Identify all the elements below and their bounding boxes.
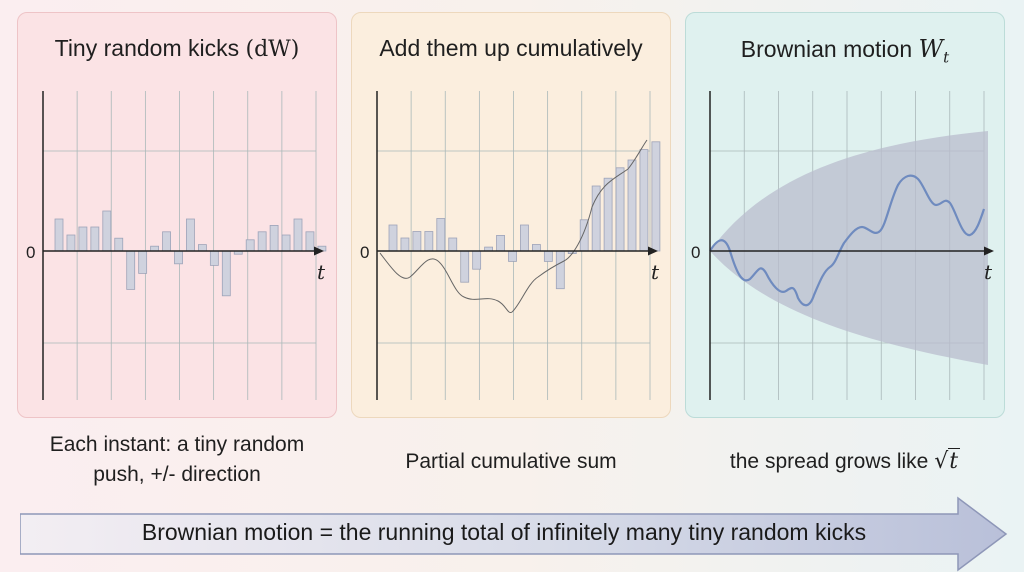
bar — [412, 231, 422, 252]
bar — [460, 250, 470, 283]
bar — [651, 141, 661, 252]
bar — [257, 231, 267, 252]
bar — [138, 250, 148, 274]
title-math: W — [918, 35, 944, 63]
bar — [305, 231, 315, 252]
caption-line: Each instant: a tiny random — [49, 433, 305, 456]
bar — [531, 244, 541, 252]
panel-title: Tiny random kicks (dW) — [18, 35, 336, 62]
x-axis-arrow — [314, 246, 324, 256]
bar — [472, 250, 482, 270]
bar — [508, 250, 517, 262]
bar — [102, 210, 112, 252]
zero-label: 0 — [691, 243, 700, 262]
caption-line: push, +/- direction — [93, 463, 261, 486]
bar — [221, 250, 231, 297]
x-axis-arrow — [648, 246, 658, 256]
panel-title: Add them up cumulatively — [379, 35, 643, 61]
bar — [520, 224, 529, 252]
title-text: Tiny random kicks — [54, 35, 240, 61]
kicks-chart: 0 t — [26, 91, 327, 400]
cumulative-chart: 0 t — [360, 91, 661, 400]
bar — [186, 218, 195, 252]
panel-cumulative-sum: Add them up cumulatively 0 t — [351, 12, 671, 418]
caption-text: the spread grows like — [729, 450, 929, 473]
bar — [615, 167, 625, 252]
cumulative-bars — [388, 141, 661, 290]
title-text: Brownian motion — [740, 36, 913, 62]
bar — [197, 244, 207, 252]
bar — [114, 237, 124, 252]
bar — [448, 237, 458, 252]
bar — [627, 159, 637, 252]
bar — [54, 218, 64, 252]
bar — [400, 237, 410, 252]
bar — [424, 231, 434, 252]
bar — [78, 226, 88, 252]
bar — [388, 224, 398, 252]
spread-cone — [710, 131, 988, 365]
bar — [603, 177, 613, 252]
bar — [543, 250, 553, 262]
cumulative-path — [379, 139, 648, 314]
title-math: (dW) — [245, 37, 300, 62]
banner-shape — [20, 496, 1008, 572]
bar — [281, 234, 291, 252]
bar — [245, 239, 255, 252]
title-subscript: t — [943, 48, 950, 67]
x-axis-arrow — [984, 246, 994, 256]
caption-brownian: the spread grows like √t — [685, 447, 1005, 477]
bar — [209, 250, 219, 266]
bar — [174, 250, 183, 265]
bar — [436, 218, 446, 252]
zero-label: 0 — [26, 243, 35, 262]
kick-bars — [54, 210, 327, 297]
banner-arrow — [20, 496, 1008, 572]
panel-brownian-motion: Brownian motion Wt 0 t — [685, 12, 1005, 418]
bar — [90, 226, 100, 252]
bar — [162, 231, 171, 252]
sqrt-radicand: t — [948, 448, 961, 474]
bar — [66, 234, 76, 252]
caption-sum: Partial cumulative sum — [405, 450, 617, 473]
banner-text: Brownian motion = the running total of i… — [141, 519, 867, 545]
zero-label: 0 — [360, 243, 369, 262]
sqrt-t: √t — [934, 448, 961, 474]
bar — [293, 218, 303, 252]
bar — [591, 185, 601, 252]
brownian-chart: 0 t — [691, 91, 994, 400]
t-axis-label: t — [317, 260, 326, 284]
bar — [639, 149, 649, 252]
t-axis-label: t — [984, 260, 993, 284]
bar — [496, 234, 505, 252]
panel-title: Brownian motion Wt — [686, 35, 1004, 67]
bar — [269, 224, 279, 252]
panel-tiny-random-kicks: Tiny random kicks (dW) 0 t — [17, 12, 337, 418]
brownian-path — [709, 174, 986, 307]
bar — [555, 250, 565, 290]
t-axis-label: t — [651, 260, 660, 284]
bar — [126, 250, 136, 290]
caption-kicks: Each instant: a tiny random push, +/- di… — [17, 430, 337, 490]
